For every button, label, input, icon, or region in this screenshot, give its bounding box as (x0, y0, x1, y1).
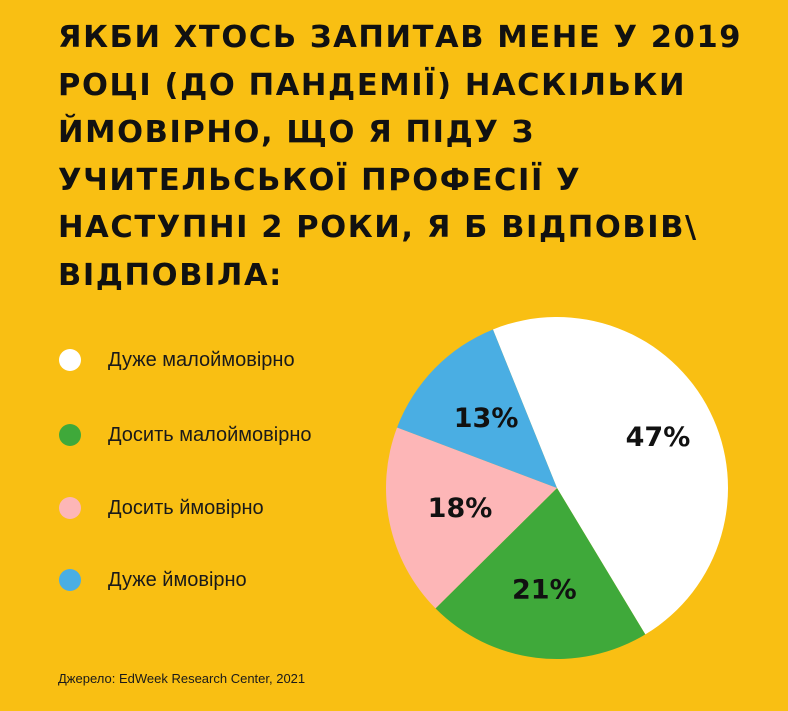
title-line-2: РОЦІ (ДО ПАНДЕМІЇ) НАСКІЛЬКИ (58, 67, 687, 103)
legend-dot-very-likely (59, 569, 81, 591)
title-line-1: ЯКБИ ХТОСЬ ЗАПИТАВ МЕНЕ У 2019 (58, 20, 743, 55)
title-line-6: ВІДПОВІЛА: (58, 257, 283, 293)
pie-label-somewhat-unlikely: 21% (512, 574, 577, 605)
legend-label-very-unlikely: Дуже малоймовірно (108, 348, 295, 371)
pie-slice-somewhat-likely (386, 427, 557, 609)
legend-dot-somewhat-unlikely (59, 424, 81, 446)
legend-dot-somewhat-likely (59, 497, 81, 519)
legend-label-somewhat-unlikely: Досить малоймовірно (108, 423, 312, 446)
legend-item-very-unlikely: Дуже малоймовірно (58, 345, 295, 375)
chart-title: ЯКБИ ХТОСЬ ЗАПИТАВ МЕНЕ У 2019 РОЦІ (ДО … (58, 14, 748, 299)
legend-label-very-likely: Дуже ймовірно (108, 568, 247, 591)
pie-slice-very-unlikely (492, 316, 728, 635)
title-line-3: ЙМОВІРНО, ЩО Я ПІДУ З (58, 115, 535, 150)
pie-label-very-likely: 13% (454, 403, 519, 434)
pie-label-somewhat-likely: 18% (428, 493, 493, 524)
legend-item-very-likely: Дуже ймовірно (58, 565, 247, 595)
pie-slice-very-likely (397, 329, 557, 488)
legend-item-somewhat-likely: Досить ймовірно (58, 493, 264, 523)
title-line-4: УЧИТЕЛЬСЬКОЇ ПРОФЕСІЇ У (58, 162, 582, 198)
pie-label-very-unlikely: 47% (626, 422, 691, 453)
title-line-5: НАСТУПНІ 2 РОКИ, Я Б ВІДПОВІВ\ (58, 210, 698, 245)
pie-slice-somewhat-unlikely (435, 488, 646, 659)
source-note: Джерело: EdWeek Research Center, 2021 (58, 671, 306, 686)
legend-item-somewhat-unlikely: Досить малоймовірно (58, 420, 312, 450)
legend-dot-very-unlikely (59, 349, 81, 371)
legend-label-somewhat-likely: Досить ймовірно (108, 496, 264, 519)
